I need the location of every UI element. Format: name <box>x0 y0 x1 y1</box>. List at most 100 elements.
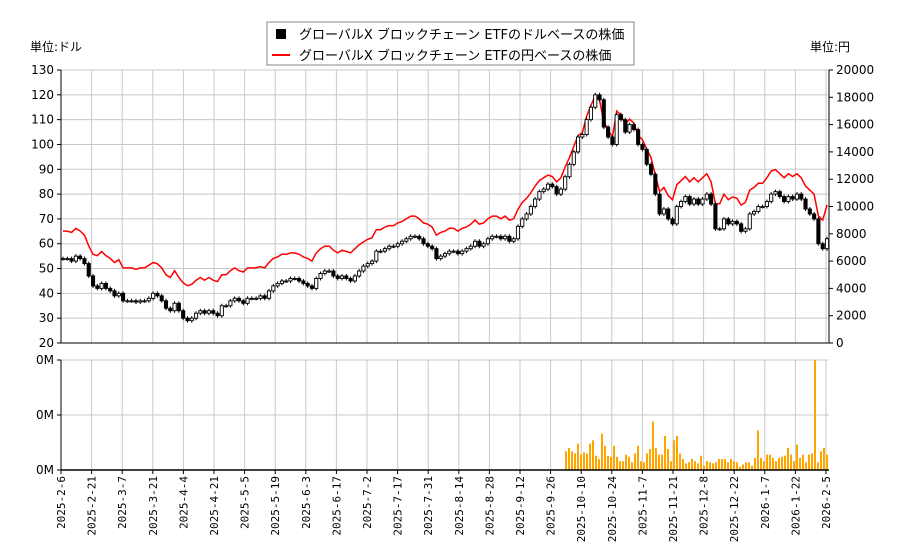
volume-bar <box>760 457 762 470</box>
candle-down <box>176 302 181 312</box>
volume-bar <box>598 459 600 470</box>
x-tick-label: 2025-5-19 <box>269 476 282 536</box>
candle-up <box>786 196 791 202</box>
x-tick-label: 2025-11-7 <box>636 476 649 536</box>
volume-bar <box>817 462 819 470</box>
volume-bar <box>745 462 747 470</box>
candle-down <box>670 218 675 225</box>
candle-up <box>142 300 147 303</box>
candle-down <box>434 248 439 260</box>
candle-up <box>485 238 490 245</box>
left-tick-label: 110 <box>31 113 54 127</box>
candle-down <box>666 208 671 220</box>
candle-down <box>554 186 559 195</box>
x-tick-label: 2026-1-22 <box>789 476 802 536</box>
candle-down <box>202 310 207 314</box>
candle-up <box>503 235 508 240</box>
volume-bar <box>619 461 621 470</box>
candle-down <box>657 193 662 215</box>
candle-down <box>108 287 113 292</box>
candle-up <box>369 260 375 265</box>
candle-up <box>412 235 418 238</box>
x-tick-label: 2025-4-21 <box>208 476 221 536</box>
volume-bar <box>796 444 798 470</box>
x-tick-label: 2025-10-10 <box>575 476 588 542</box>
candle-up <box>528 206 533 215</box>
right-unit-label: 単位:円 <box>810 39 850 54</box>
volume-bar <box>769 454 771 470</box>
volume-bar <box>604 445 606 470</box>
candle-up <box>751 211 757 215</box>
volume-bar <box>673 440 675 470</box>
candle-up <box>674 206 679 225</box>
candle-down <box>168 307 173 312</box>
candle-down <box>782 196 787 202</box>
volume-bar <box>679 453 681 470</box>
candle-down <box>344 275 349 279</box>
candle-down <box>305 282 310 287</box>
volume-bar <box>631 462 633 470</box>
candle-up <box>721 218 727 230</box>
volume-bar <box>700 455 702 470</box>
candle-up <box>438 255 443 260</box>
volume-bar <box>802 454 804 470</box>
volume-bar <box>652 421 654 470</box>
volume-bar <box>601 433 603 470</box>
candle-up <box>284 280 289 283</box>
candle-up <box>357 270 362 277</box>
candle-up <box>627 124 632 133</box>
volume-bar <box>706 461 708 470</box>
volume-bar <box>658 454 660 470</box>
volume-bar <box>724 459 726 470</box>
candle-up <box>442 253 448 257</box>
left-tick-label: 130 <box>31 63 54 77</box>
volume-bar <box>667 449 669 470</box>
volume-bar <box>634 453 636 470</box>
volume-bar <box>712 463 714 470</box>
volume-bar <box>589 443 591 470</box>
candle-down <box>709 193 714 205</box>
candle-down <box>335 275 340 279</box>
candle-up <box>545 183 551 190</box>
candle-down <box>297 278 302 282</box>
volume-bar <box>592 440 594 470</box>
candle-up <box>679 201 684 207</box>
candle-up <box>567 163 572 178</box>
candle-up <box>224 305 229 308</box>
vol-tick-label: 0M <box>36 353 54 367</box>
candle-up <box>764 201 769 207</box>
candle-down <box>86 263 91 277</box>
candle-up <box>584 119 589 135</box>
candle-up <box>322 270 327 274</box>
vol-tick-label: 0M <box>36 408 54 422</box>
volume-bar <box>715 462 717 470</box>
volume-bar <box>607 455 609 470</box>
candle-down <box>803 198 808 210</box>
volume-bars <box>565 360 828 470</box>
candle-down <box>507 235 512 242</box>
candle-up <box>271 285 276 292</box>
left-tick-label: 70 <box>39 212 54 226</box>
candle-down <box>653 173 658 195</box>
candle-down <box>159 295 164 302</box>
candle-down <box>425 243 430 247</box>
candle-down <box>606 126 611 138</box>
dollar-candles <box>60 92 830 323</box>
volume-bar <box>643 462 645 470</box>
volume-bar <box>595 455 597 470</box>
candle-down <box>121 292 126 302</box>
left-tick-label: 60 <box>39 237 54 251</box>
candle-up <box>511 238 516 242</box>
candle-down <box>550 183 555 188</box>
volume-bar <box>655 448 657 470</box>
right-tick-label: 4000 <box>836 281 867 295</box>
candle-up <box>249 297 254 300</box>
x-tick-label: 2025-6-3 <box>300 476 313 529</box>
candle-up <box>219 305 224 317</box>
price-grid <box>60 69 829 344</box>
candle-up <box>318 273 323 279</box>
candle-down <box>455 250 460 255</box>
candle-up <box>99 282 104 289</box>
candle-up <box>558 188 563 195</box>
candle-down <box>262 295 267 299</box>
